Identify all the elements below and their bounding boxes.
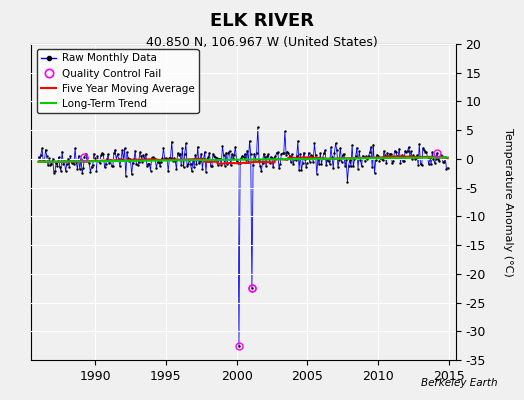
Text: ELK RIVER: ELK RIVER bbox=[210, 12, 314, 30]
Y-axis label: Temperature Anomaly (°C): Temperature Anomaly (°C) bbox=[503, 128, 512, 276]
Legend: Raw Monthly Data, Quality Control Fail, Five Year Moving Average, Long-Term Tren: Raw Monthly Data, Quality Control Fail, … bbox=[37, 49, 199, 113]
Text: 40.850 N, 106.967 W (United States): 40.850 N, 106.967 W (United States) bbox=[146, 36, 378, 49]
Text: Berkeley Earth: Berkeley Earth bbox=[421, 378, 498, 388]
